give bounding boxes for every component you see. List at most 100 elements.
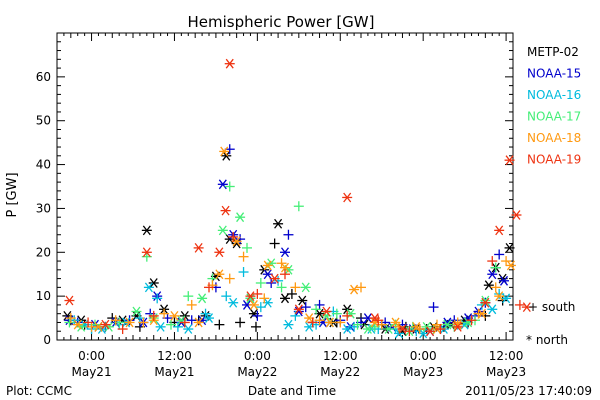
- x-tick-date-label: May21: [154, 365, 194, 379]
- noaa-18-north-point: [219, 146, 230, 157]
- noaa-19-south-point: [117, 324, 128, 335]
- noaa-18-south-point: [414, 324, 425, 335]
- noaa-18-north-point: [324, 317, 335, 328]
- x-axis-ticks: 0:00 May21 12:00 May21 0:00 May22 12:00 May22 0:…: [56, 33, 526, 379]
- metp-02-south-point: [214, 319, 225, 330]
- noaa-19-south-point: [514, 299, 525, 310]
- noaa-17-south-point: [311, 304, 322, 315]
- x-tick-label: 12:00: [157, 349, 192, 363]
- noaa-17-south-point: [352, 319, 363, 330]
- noaa-17-north-point: [300, 282, 311, 293]
- x-axis-label: Date and Time: [248, 384, 336, 398]
- metp-02-south-point: [250, 321, 261, 332]
- noaa-19-south-point: [83, 317, 94, 328]
- noaa-16-north-point: [487, 304, 498, 315]
- noaa-15-north-point: [280, 247, 290, 258]
- noaa-18-north-point: [452, 319, 463, 330]
- legend-entry: METP-02: [527, 45, 579, 59]
- noaa-18-south-point: [490, 282, 501, 293]
- legend-north-marker: * north: [526, 333, 568, 347]
- noaa-18-south-point: [186, 299, 197, 310]
- plot-timestamp: 2011/05/23 17:40:09: [465, 384, 592, 398]
- noaa-18-north-point: [93, 321, 104, 332]
- noaa-18-north-point: [193, 317, 204, 328]
- x-tick-date-label: May23: [403, 365, 443, 379]
- metp-02-north-point: [483, 280, 494, 291]
- plot-frame-rect: [56, 32, 514, 341]
- noaa-15-north-point: [217, 179, 228, 190]
- metp-02-north-point: [141, 225, 152, 236]
- metp-02-north-point: [297, 295, 308, 306]
- plot-credit: Plot: CCMC: [6, 384, 72, 398]
- noaa-15-south-point: [428, 302, 439, 313]
- noaa-18-north-point: [248, 300, 259, 310]
- noaa-19-north-point: [397, 324, 408, 334]
- noaa-18-south-point: [159, 308, 170, 319]
- noaa-19-north-point: [245, 291, 256, 302]
- noaa-17-north-point: [197, 293, 208, 304]
- noaa-15-south-point: [494, 249, 505, 260]
- legend: METP-02 NOAA-15 NOAA-16 NOAA-17 NOAA-18 NOAA-…: [527, 45, 581, 167]
- noaa-19-south-point: [252, 288, 263, 299]
- plot-frame: [56, 32, 514, 341]
- noaa-19-south-point: [404, 326, 415, 337]
- noaa-18-south-point: [259, 293, 270, 304]
- metp-02-north-point: [148, 278, 159, 288]
- noaa-15-south-point: [252, 310, 263, 321]
- noaa-17-south-point: [64, 317, 75, 328]
- noaa-17-north-point: [362, 324, 373, 334]
- noaa-19-south-point: [435, 324, 446, 335]
- x-tick-date-label: May22: [237, 365, 277, 379]
- y-tick-label: 20: [36, 245, 51, 259]
- noaa-16-north-point: [283, 319, 294, 330]
- noaa-18-south-point: [65, 313, 76, 324]
- noaa-18-north-point: [390, 317, 401, 328]
- noaa-16-north-point: [342, 324, 353, 334]
- noaa-19-south-point: [466, 315, 477, 326]
- noaa-17-north-point: [480, 295, 491, 306]
- noaa-18-south-point: [290, 282, 301, 293]
- noaa-19-north-point: [480, 297, 491, 308]
- noaa-19-north-point: [321, 306, 332, 317]
- noaa-18-north-point: [505, 260, 516, 271]
- noaa-19-north-point: [494, 225, 505, 236]
- noaa-19-north-point: [141, 247, 152, 258]
- y-axis-ticks: 0 10 20 30 40 50 60: [36, 41, 513, 347]
- noaa-16-north-point: [501, 293, 512, 304]
- metp-02-north-point: [504, 243, 515, 253]
- noaa-16-north-point: [183, 324, 194, 334]
- x-tick-label: 0:00: [410, 349, 437, 363]
- noaa-17-south-point: [276, 282, 287, 293]
- y-tick-label: 40: [36, 158, 51, 172]
- y-tick-label: 0: [43, 333, 51, 347]
- noaa-16-north-point: [228, 297, 239, 308]
- x-tick-date-label: May22: [320, 365, 360, 379]
- noaa-17-south-point: [490, 262, 501, 273]
- noaa-17-north-point: [245, 293, 256, 304]
- noaa-17-north-point: [383, 324, 394, 334]
- noaa-18-south-point: [501, 256, 512, 267]
- noaa-18-south-point: [335, 317, 346, 328]
- noaa-19-south-point: [204, 282, 214, 293]
- noaa-17-north-point: [235, 212, 246, 223]
- x-tick-label: 0:00: [244, 349, 271, 363]
- x-tick-date-label: May23: [486, 365, 526, 379]
- noaa-19-north-point: [425, 326, 436, 337]
- noaa-19-north-point: [220, 205, 231, 216]
- noaa-19-north-point: [511, 210, 522, 220]
- y-tick-label: 30: [36, 201, 51, 215]
- noaa-17-north-point: [217, 225, 228, 236]
- noaa-16-north-point: [204, 313, 214, 323]
- noaa-16-south-point: [238, 267, 249, 278]
- noaa-15-south-point: [186, 315, 197, 326]
- noaa-19-south-point: [487, 256, 498, 267]
- noaa-18-north-point: [72, 319, 83, 330]
- noaa-15-south-point: [283, 229, 294, 240]
- noaa-19-north-point: [293, 304, 304, 315]
- noaa-17-south-point: [255, 277, 266, 288]
- noaa-19-north-point: [521, 302, 532, 313]
- noaa-17-south-point: [331, 308, 342, 319]
- noaa-15-north-point: [499, 275, 510, 286]
- noaa-19-north-point: [369, 313, 380, 323]
- legend-entry: NOAA-19: [527, 153, 581, 167]
